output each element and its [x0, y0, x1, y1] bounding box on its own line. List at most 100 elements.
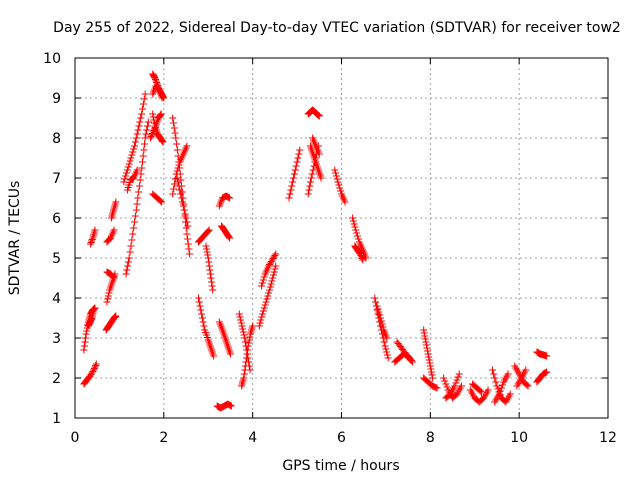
data-point	[543, 352, 551, 360]
data-point	[182, 214, 190, 222]
series-arc-as	[420, 374, 441, 392]
series-arc-aj	[309, 134, 323, 158]
data-point	[158, 94, 166, 102]
data-point	[179, 202, 187, 210]
series-arc-ao	[373, 302, 391, 342]
data-point	[205, 226, 213, 234]
series-arc-av	[466, 386, 492, 406]
data-point	[126, 248, 134, 256]
data-point	[371, 294, 379, 302]
data-point	[184, 235, 192, 243]
data-point	[180, 206, 188, 214]
data-point	[142, 130, 150, 138]
data-point	[258, 313, 266, 321]
data-point	[476, 387, 484, 395]
data-point	[423, 344, 431, 352]
data-point	[289, 178, 297, 186]
y-tick-label: 1	[52, 411, 61, 427]
data-point	[499, 381, 507, 389]
grid	[75, 58, 608, 418]
data-point	[484, 386, 492, 394]
data-point	[88, 236, 96, 243]
data-point	[149, 128, 157, 136]
data-point	[131, 138, 139, 146]
data-point	[241, 334, 249, 342]
data-point	[269, 271, 277, 279]
data-point	[236, 313, 244, 321]
data-point	[141, 140, 149, 148]
data-point	[238, 322, 246, 330]
data-point	[172, 134, 180, 142]
data-point	[258, 310, 266, 318]
data-point	[170, 124, 178, 132]
data-point	[307, 174, 315, 182]
data-point	[244, 354, 252, 362]
series-arc-w	[202, 242, 217, 294]
data-point	[183, 218, 191, 226]
data-point	[243, 346, 251, 354]
data-point	[206, 270, 214, 278]
data-point	[204, 227, 212, 235]
data-point	[202, 242, 210, 250]
data-point	[226, 234, 234, 242]
data-point	[122, 172, 130, 180]
data-point	[383, 348, 391, 356]
data-point	[184, 222, 192, 230]
data-point	[452, 379, 460, 387]
data-point	[242, 342, 250, 350]
data-point	[131, 142, 139, 150]
data-point	[315, 150, 323, 158]
data-point	[136, 176, 144, 184]
data-point	[377, 314, 385, 322]
data-point	[380, 338, 388, 346]
data-point	[152, 76, 160, 83]
data-point	[260, 304, 268, 312]
data-point	[110, 274, 118, 282]
data-point	[378, 320, 386, 328]
data-point	[522, 366, 530, 374]
series-arc-am	[351, 242, 367, 264]
data-point	[495, 390, 503, 398]
data-point	[288, 182, 296, 190]
data-point	[420, 326, 428, 334]
data-point	[112, 198, 120, 206]
data-point	[120, 178, 128, 186]
data-point	[454, 373, 462, 381]
y-tick-label: 6	[52, 211, 61, 227]
series-arc-n	[149, 82, 166, 102]
y-tick-label: 3	[52, 331, 61, 347]
data-point	[504, 370, 512, 378]
data-point	[103, 298, 111, 306]
chart-title: Day 255 of 2022, Sidereal Day-to-day VTE…	[53, 20, 621, 36]
data-point	[379, 323, 387, 331]
series-arc-ar	[420, 326, 437, 382]
data-point	[269, 274, 277, 282]
data-point	[523, 381, 531, 389]
data-point	[86, 372, 94, 380]
data-point	[492, 378, 500, 386]
data-point	[285, 194, 293, 202]
series-arc-aa	[213, 400, 235, 412]
data-point	[91, 226, 99, 234]
data-point	[259, 307, 267, 315]
data-point	[424, 350, 432, 358]
data-point	[491, 374, 499, 382]
data-point	[92, 360, 100, 368]
data-point	[265, 289, 273, 297]
x-tick-label: 6	[337, 430, 346, 446]
data-point	[184, 240, 192, 248]
data-point	[349, 217, 357, 225]
data-point	[268, 277, 276, 285]
data-point	[87, 240, 95, 248]
data-point	[147, 134, 155, 142]
data-point	[270, 268, 278, 276]
data-point	[266, 283, 274, 291]
data-point	[144, 118, 152, 126]
data-point	[243, 350, 251, 358]
data-point	[173, 146, 181, 154]
data-point	[262, 298, 270, 306]
data-point	[272, 250, 280, 258]
data-point	[135, 122, 143, 130]
data-point	[336, 184, 344, 192]
